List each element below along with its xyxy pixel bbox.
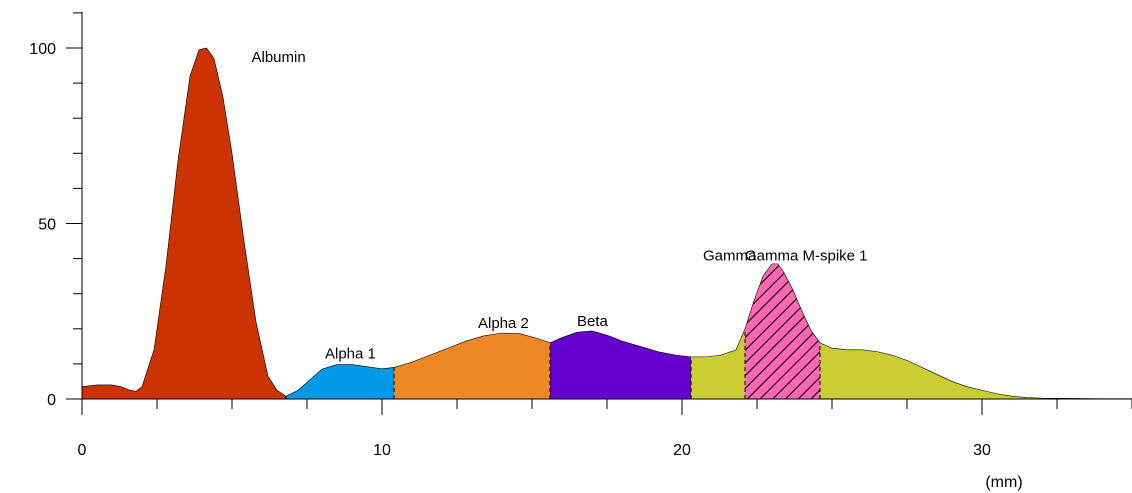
peak-label-alpha-1: Alpha 1 [325, 346, 376, 363]
curve-outline [81, 47, 1132, 399]
x-ticks: 0 10 20 30 [78, 399, 1132, 459]
x-tick-label: 20 [673, 442, 691, 459]
spike-area-gamma-m-spike-1 [745, 263, 820, 399]
fraction-areas [82, 48, 1132, 399]
fraction-area-alpha-2 [394, 333, 550, 399]
x-tick-label: 0 [78, 442, 87, 459]
peak-label-alpha-2: Alpha 2 [478, 315, 529, 332]
fraction-dividers [285, 328, 821, 399]
y-tick-label: 100 [29, 41, 56, 58]
y-ticks: 0 50 100 [29, 12, 82, 409]
peak-label-gamma: Gamma [703, 247, 757, 264]
x-tick-label: 30 [973, 442, 991, 459]
x-tick-label: 10 [373, 442, 391, 459]
y-tick-label: 50 [38, 217, 56, 234]
peak-label-gamma-m-spike-1: Gamma M-spike 1 [745, 247, 868, 264]
peak-label-beta: Beta [577, 313, 609, 330]
y-tick-label: 0 [47, 392, 56, 409]
curve-line [81, 47, 1132, 399]
spike-areas [745, 263, 820, 399]
peak-label-albumin: Albumin [252, 49, 306, 66]
x-axis-unit-label: (mm) [985, 474, 1022, 491]
fraction-area-albumin [82, 48, 286, 399]
fraction-area-beta [550, 330, 691, 399]
fraction-area-alpha-1 [286, 364, 394, 399]
